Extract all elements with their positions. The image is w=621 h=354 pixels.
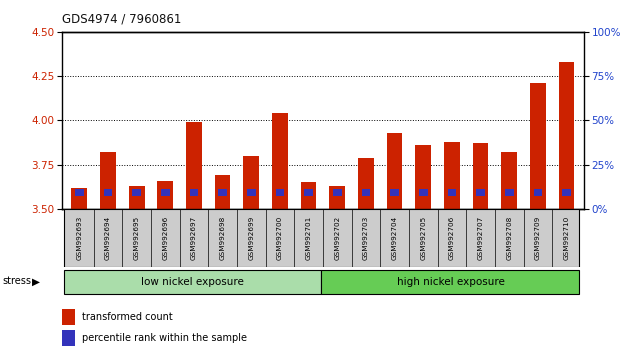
Bar xyxy=(322,270,579,294)
Bar xyxy=(533,189,542,196)
Text: percentile rank within the sample: percentile rank within the sample xyxy=(82,333,247,343)
Bar xyxy=(562,189,571,196)
Bar xyxy=(276,189,284,196)
Text: GSM992701: GSM992701 xyxy=(306,216,312,260)
Text: GSM992699: GSM992699 xyxy=(248,216,254,260)
Text: high nickel exposure: high nickel exposure xyxy=(397,277,504,287)
Bar xyxy=(62,330,75,346)
Text: GSM992694: GSM992694 xyxy=(105,216,111,260)
Text: GSM992702: GSM992702 xyxy=(334,216,340,260)
Bar xyxy=(473,143,489,209)
Text: GSM992706: GSM992706 xyxy=(449,216,455,260)
Bar xyxy=(71,188,87,209)
Text: GSM992708: GSM992708 xyxy=(506,216,512,260)
Bar xyxy=(62,309,75,325)
Bar xyxy=(157,181,173,209)
Text: GSM992707: GSM992707 xyxy=(478,216,484,260)
Text: low nickel exposure: low nickel exposure xyxy=(141,277,244,287)
Text: GSM992710: GSM992710 xyxy=(563,216,569,260)
Text: transformed count: transformed count xyxy=(82,312,173,322)
Bar xyxy=(358,158,374,209)
Bar xyxy=(476,189,485,196)
Text: GSM992697: GSM992697 xyxy=(191,216,197,260)
Bar xyxy=(243,156,259,209)
Text: GSM992695: GSM992695 xyxy=(134,216,140,260)
Bar xyxy=(100,152,116,209)
Text: GSM992709: GSM992709 xyxy=(535,216,541,260)
Bar xyxy=(161,189,170,196)
Bar xyxy=(301,182,317,209)
Text: GSM992703: GSM992703 xyxy=(363,216,369,260)
Text: GSM992705: GSM992705 xyxy=(420,216,426,260)
Text: stress: stress xyxy=(2,276,32,286)
Bar xyxy=(444,142,460,209)
Bar xyxy=(247,189,256,196)
Bar xyxy=(186,122,202,209)
Text: GSM992700: GSM992700 xyxy=(277,216,283,260)
Text: ▶: ▶ xyxy=(32,276,40,286)
Bar xyxy=(272,113,288,209)
Bar xyxy=(104,189,112,196)
Bar xyxy=(75,189,84,196)
Bar xyxy=(387,133,402,209)
Bar xyxy=(215,175,230,209)
Bar xyxy=(419,189,428,196)
Bar xyxy=(530,83,546,209)
Text: GDS4974 / 7960861: GDS4974 / 7960861 xyxy=(62,12,181,25)
Bar xyxy=(501,152,517,209)
Bar xyxy=(390,189,399,196)
Text: GSM992693: GSM992693 xyxy=(76,216,83,260)
Bar xyxy=(218,189,227,196)
Bar xyxy=(329,186,345,209)
Bar xyxy=(333,189,342,196)
Bar xyxy=(505,189,514,196)
Bar xyxy=(63,270,322,294)
Bar xyxy=(129,186,145,209)
Bar xyxy=(189,189,198,196)
Text: GSM992704: GSM992704 xyxy=(392,216,397,260)
Text: GSM992696: GSM992696 xyxy=(162,216,168,260)
Bar xyxy=(132,189,141,196)
Bar xyxy=(415,145,431,209)
Bar xyxy=(304,189,313,196)
Bar xyxy=(448,189,456,196)
Bar xyxy=(361,189,370,196)
Bar xyxy=(559,62,574,209)
Text: GSM992698: GSM992698 xyxy=(220,216,225,260)
